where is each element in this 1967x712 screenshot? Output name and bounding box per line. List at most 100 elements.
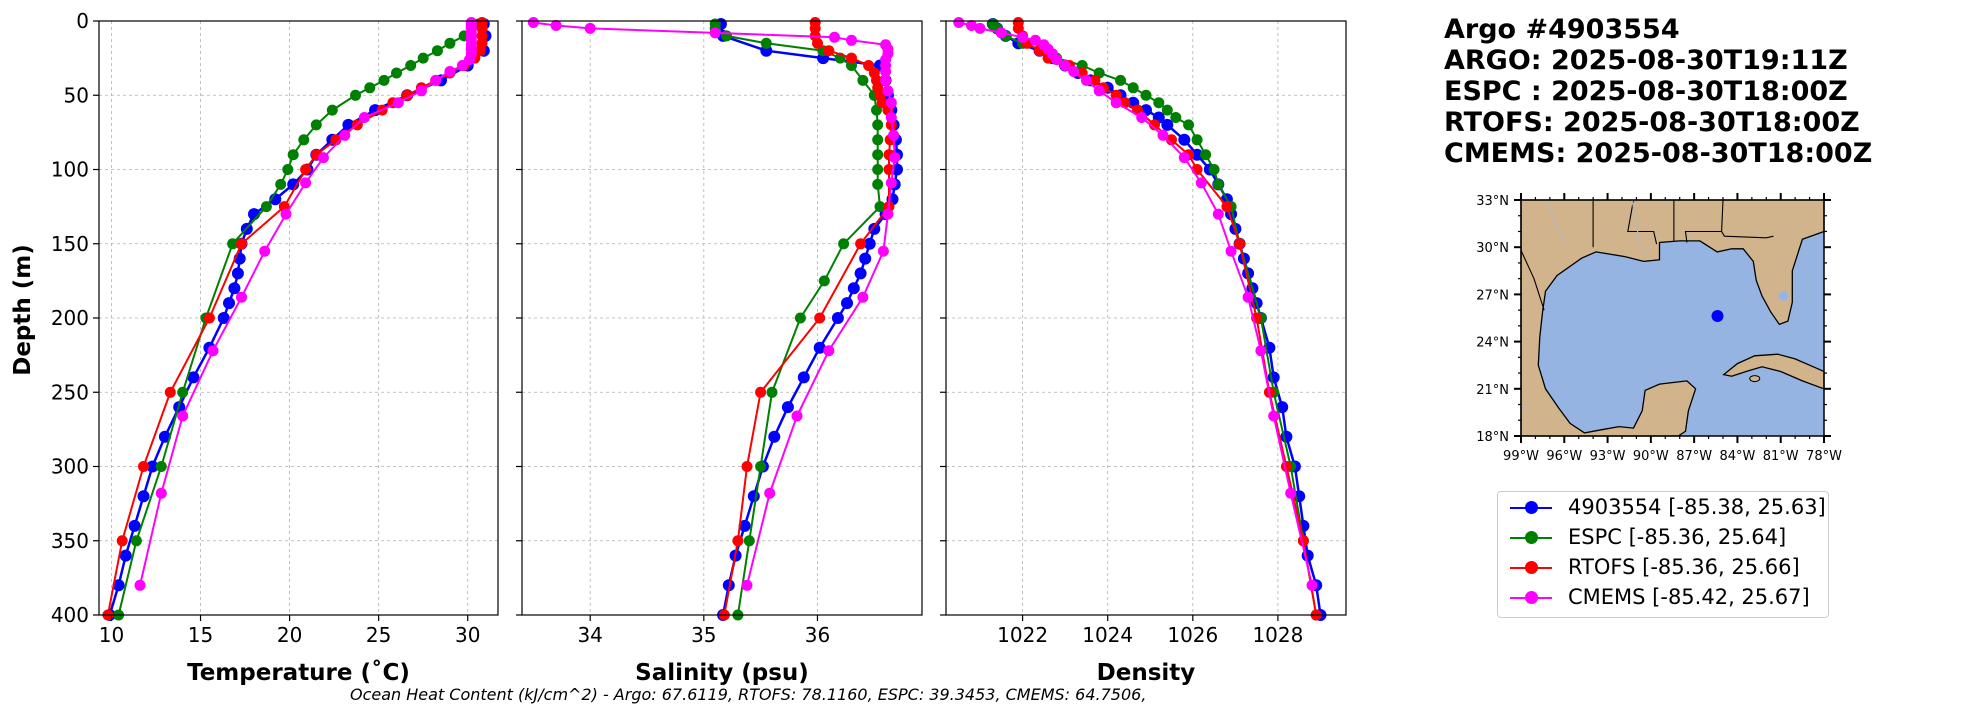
legend-marker-rtofs <box>1525 561 1538 574</box>
data-point-cmems <box>1110 97 1122 109</box>
data-point-rtofs <box>236 238 247 250</box>
data-point-argo <box>781 401 794 414</box>
data-point-rtofs <box>401 89 413 101</box>
series-line-cmems <box>139 22 473 586</box>
legend-entry-rtofs: RTOFS [-85.36, 25.66] <box>1498 553 1828 583</box>
data-point-cmems <box>177 410 189 422</box>
map-river <box>1546 199 1567 245</box>
data-point-espc <box>282 164 294 175</box>
data-point-argo <box>248 208 260 221</box>
legend-label-argo: 4903554 [-85.38, 25.63] <box>1568 495 1826 519</box>
data-point-cmems <box>953 17 965 28</box>
temperature-series-rtofs <box>102 17 488 621</box>
y-tick-label: 200 <box>51 306 89 330</box>
data-point-cmems <box>430 74 442 86</box>
legend-label-cmems: CMEMS [-85.42, 25.67] <box>1568 585 1810 609</box>
map-lon-label: 99°W <box>1503 449 1539 464</box>
salinity-series-rtofs <box>718 17 897 621</box>
data-point-cmems <box>1017 31 1029 43</box>
density-series-argo <box>986 18 1327 621</box>
data-point-cmems <box>966 20 977 31</box>
data-point-espc <box>350 89 361 101</box>
salinity-panel: 34 35 36 Salinity (psu) <box>516 17 923 686</box>
map-lon-label: 84°W <box>1719 449 1755 464</box>
data-point-argo <box>223 297 235 310</box>
salinity-series-espc <box>709 18 886 621</box>
data-point-espc <box>721 30 732 42</box>
x-tick-label: 1024 <box>1082 623 1133 647</box>
data-point-argo <box>841 297 853 310</box>
title-espc-time: ESPC : 2025-08-30T18:00Z <box>1444 76 1848 107</box>
data-point-espc <box>260 201 272 213</box>
data-point-espc <box>1208 164 1220 175</box>
data-point-espc <box>1170 112 1182 123</box>
data-point-cmems <box>339 129 351 141</box>
data-point-cmems <box>885 97 897 109</box>
data-point-cmems <box>1306 579 1318 591</box>
data-point-rtofs <box>1149 119 1160 131</box>
data-point-argo <box>217 312 230 324</box>
data-point-cmems <box>880 66 892 77</box>
data-point-argo <box>738 519 751 532</box>
data-point-rtofs <box>812 37 823 49</box>
data-point-espc <box>794 312 806 324</box>
y-tick-label: 150 <box>51 232 89 256</box>
data-point-argo <box>112 579 125 592</box>
data-point-espc <box>872 119 884 131</box>
data-point-argo <box>187 371 200 384</box>
data-point-rtofs <box>1234 238 1246 250</box>
map-lon-label: 96°W <box>1546 449 1582 464</box>
data-point-cmems <box>791 410 803 422</box>
data-point-argo <box>863 237 876 250</box>
y-tick-label: 350 <box>51 529 89 553</box>
title-cmems-time: CMEMS: 2025-08-30T18:00Z <box>1444 138 1873 169</box>
data-point-cmems <box>134 579 146 591</box>
data-point-cmems <box>456 60 468 71</box>
legend-entry-argo: 4903554 [-85.38, 25.63] <box>1498 493 1828 523</box>
data-point-cmems <box>889 152 901 164</box>
data-point-argo <box>868 222 881 235</box>
data-point-espc <box>755 461 767 472</box>
data-point-espc <box>298 134 310 146</box>
data-point-cmems <box>741 579 753 591</box>
data-point-espc <box>444 37 456 49</box>
x-tick-label: 1022 <box>997 623 1048 647</box>
legend-marker-espc <box>1525 531 1538 544</box>
x-tick-label: 30 <box>455 623 480 647</box>
data-point-espc <box>872 149 884 161</box>
data-point-cmems <box>317 152 329 164</box>
legend-entry-cmems: CMEMS [-85.42, 25.67] <box>1498 583 1828 613</box>
data-point-cmems <box>885 112 897 123</box>
series-line-cmems <box>533 21 896 586</box>
data-point-cmems <box>1136 112 1148 123</box>
temperature-series-espc <box>113 18 484 621</box>
salinity-series-cmems <box>527 17 901 591</box>
data-point-cmems <box>764 487 776 499</box>
data-point-cmems <box>880 74 892 86</box>
data-point-argo <box>1178 133 1191 146</box>
x-tick-label: 35 <box>691 623 716 647</box>
data-point-argo <box>854 267 867 280</box>
data-point-argo <box>813 341 826 354</box>
map-lake <box>1778 290 1790 302</box>
data-point-cmems <box>1093 85 1105 97</box>
density-axis-label: Density <box>1097 660 1196 686</box>
data-point-espc <box>857 74 869 86</box>
data-point-argo <box>747 490 760 503</box>
x-tick-label: 25 <box>366 623 391 647</box>
data-point-cmems <box>877 245 889 257</box>
series-line-rtofs <box>106 22 483 616</box>
map-state-border <box>1627 199 1658 245</box>
density-panel: 1022 1024 1026 1028 Density <box>940 17 1347 686</box>
data-point-cmems <box>259 245 271 257</box>
data-point-argo <box>146 460 159 473</box>
series-line-argo <box>108 23 487 616</box>
data-point-cmems <box>1285 487 1297 499</box>
data-point-cmems <box>1268 410 1280 422</box>
title-argo-time: ARGO: 2025-08-30T19:11Z <box>1444 45 1848 76</box>
data-point-cmems <box>882 208 894 220</box>
salinity-grid <box>522 20 922 616</box>
data-point-argo <box>158 430 171 443</box>
data-point-espc <box>177 386 189 398</box>
salinity-axis-label: Salinity (psu) <box>635 660 809 686</box>
